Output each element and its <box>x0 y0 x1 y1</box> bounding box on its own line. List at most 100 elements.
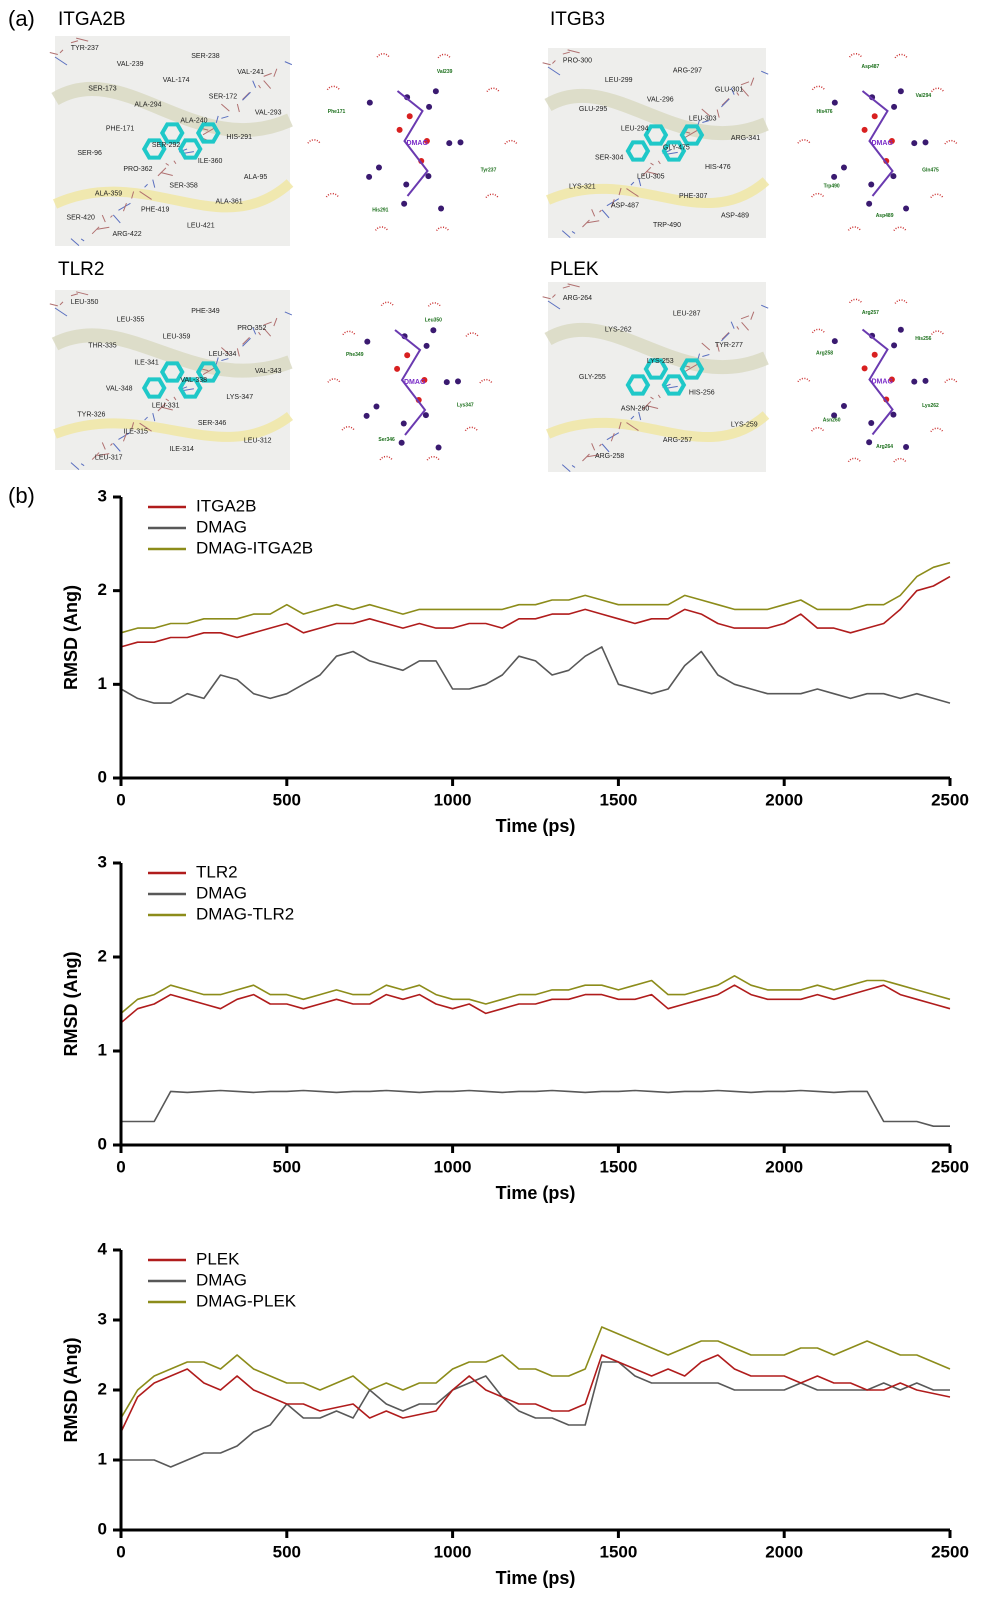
residue-label: SER-172 <box>209 93 238 100</box>
x-tick-label: 2000 <box>765 1542 803 1561</box>
atom <box>903 444 910 451</box>
residue-2d-label: Arg258 <box>816 351 833 357</box>
side-chain <box>242 92 250 100</box>
hydrophobic-arc <box>893 226 907 232</box>
side-chain <box>591 209 596 217</box>
atom <box>922 377 929 384</box>
residue-label: GLU-301 <box>715 87 744 94</box>
side-chain <box>160 406 173 411</box>
side-chain <box>221 115 229 119</box>
residue-label: LEU-350 <box>71 299 99 306</box>
ligand-ring <box>625 140 651 162</box>
side-chain <box>552 294 556 298</box>
atom <box>891 342 898 349</box>
side-chain <box>571 231 576 234</box>
residue-2d-label: His291 <box>372 207 388 213</box>
residue-label: LYS-262 <box>605 326 632 333</box>
x-tick-label: 2500 <box>931 1157 969 1176</box>
x-tick-label: 2500 <box>931 1542 969 1561</box>
x-tick-label: 1000 <box>434 1542 472 1561</box>
ligand-ring <box>195 361 221 383</box>
side-chain <box>716 343 720 352</box>
side-chain <box>273 68 278 77</box>
atom <box>400 420 407 427</box>
side-chain <box>263 80 272 89</box>
hydrophobic-arc <box>374 226 389 231</box>
side-chain <box>685 129 698 138</box>
residue-label: LEU-421 <box>187 223 215 230</box>
residue-label: VAL-343 <box>255 368 282 375</box>
atom <box>831 173 838 180</box>
atom <box>454 378 461 385</box>
residue-label: SER-96 <box>77 150 102 157</box>
residue-label: ARG-297 <box>673 67 702 74</box>
y-tick-label: 3 <box>98 852 107 871</box>
series-line <box>120 1354 951 1433</box>
y-tick-label: 2 <box>98 580 107 599</box>
residue-label: SER-346 <box>198 420 227 427</box>
ligand-ring <box>141 377 167 399</box>
side-chain <box>101 214 106 223</box>
residue-label: VAL-296 <box>647 96 674 103</box>
atom <box>401 200 408 207</box>
side-chain <box>122 202 127 212</box>
residue-label: LEU-294 <box>621 125 649 132</box>
side-chain <box>215 357 219 365</box>
side-chain <box>626 188 639 198</box>
residue-label: LEU-355 <box>117 316 145 323</box>
residue-label: LEU-287 <box>673 311 701 318</box>
side-chain <box>122 433 127 442</box>
hydrophobic-arc <box>893 457 907 463</box>
side-chain <box>571 465 576 468</box>
ligand-label: DMAG <box>404 379 426 386</box>
atom <box>888 376 895 383</box>
atom <box>868 181 875 188</box>
side-chain <box>252 327 257 335</box>
residue-2d-label: Lys347 <box>457 403 474 409</box>
side-chain <box>701 342 711 351</box>
hydrophobic-arc <box>341 426 355 431</box>
residue-label: LEU-303 <box>689 116 717 123</box>
atom <box>423 342 430 349</box>
hydrophobic-arc <box>485 193 499 199</box>
residue-label: GLY-475 <box>663 145 690 152</box>
side-chain <box>202 127 216 136</box>
hydrophobic-arc <box>797 377 811 383</box>
series-line <box>121 1089 950 1127</box>
side-chain <box>54 307 68 317</box>
side-chain <box>110 215 113 218</box>
side-chain <box>76 37 89 42</box>
hydrophobic-arc <box>930 87 945 93</box>
side-chain <box>70 40 79 44</box>
residue-2d-label: His256 <box>915 336 931 342</box>
residue-label: LEU-312 <box>244 437 272 444</box>
residue-2d-label: Tyr237 <box>481 168 497 174</box>
residue-2d-label: Gln475 <box>922 168 939 174</box>
side-chain <box>152 412 156 422</box>
atom <box>398 439 405 446</box>
legend-label: DMAG <box>196 517 247 536</box>
side-chain <box>702 119 710 123</box>
x-tick-label: 1500 <box>599 1542 637 1561</box>
residue-label: ILE-341 <box>134 360 159 367</box>
residue-label: LYS-321 <box>569 183 596 190</box>
side-chain <box>258 331 261 336</box>
side-chain <box>587 454 600 458</box>
residue-2d-label: Lys262 <box>922 403 939 409</box>
side-chain <box>730 321 735 329</box>
residue-label: HIS-291 <box>226 134 252 141</box>
x-axis-label: Time (ps) <box>496 1568 576 1588</box>
atom <box>432 88 439 95</box>
side-chain <box>173 396 177 401</box>
ligand-ring <box>177 138 203 160</box>
atom <box>364 338 371 345</box>
side-chain <box>721 332 730 340</box>
residue-2d-label: Val294 <box>916 93 932 99</box>
x-tick-label: 2000 <box>765 1157 803 1176</box>
residue-label: LEU-334 <box>209 351 237 358</box>
ligand-label: DMAG <box>872 140 894 147</box>
side-chain <box>736 92 740 96</box>
side-chain <box>721 98 730 108</box>
hydrophobic-arc <box>811 427 825 432</box>
ribbon <box>52 179 294 213</box>
